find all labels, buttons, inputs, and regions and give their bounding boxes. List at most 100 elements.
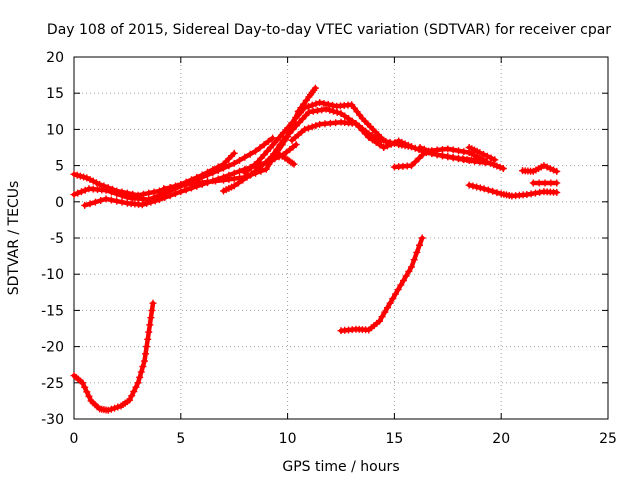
data-point: [174, 182, 182, 190]
data-point: [553, 188, 561, 196]
data-point: [113, 190, 121, 198]
data-point: [114, 403, 122, 411]
data-point: [543, 163, 551, 171]
data-point: [89, 177, 97, 185]
data-point: [553, 167, 561, 175]
x-axis-label: GPS time / hours: [282, 459, 399, 475]
data-point: [386, 138, 394, 146]
y-tick-label: -30: [41, 412, 64, 428]
data-point: [413, 248, 421, 256]
data-point: [531, 189, 539, 197]
y-tick-label: -10: [41, 267, 64, 283]
data-point: [177, 188, 185, 196]
data-point: [286, 129, 294, 137]
data-point: [397, 281, 405, 289]
series-trace-4: [160, 84, 319, 193]
data-point: [79, 379, 87, 387]
data-point: [469, 151, 477, 159]
data-point: [312, 122, 320, 130]
data-point: [478, 155, 486, 163]
data-point: [118, 192, 126, 200]
data-point: [541, 179, 549, 187]
series-trace-15: [70, 299, 157, 414]
data-point: [167, 184, 175, 192]
data-point: [220, 176, 228, 184]
series-trace-7: [267, 105, 415, 162]
data-point: [473, 183, 481, 191]
data-point: [490, 161, 498, 169]
data-point: [147, 314, 155, 322]
data-point: [113, 197, 121, 205]
data-point: [493, 162, 501, 170]
data-point: [540, 162, 548, 170]
data-point: [523, 191, 531, 199]
data-point: [316, 99, 324, 107]
data-point: [243, 173, 251, 181]
data-point: [96, 180, 104, 188]
data-point: [415, 154, 423, 162]
data-point: [134, 379, 142, 387]
data-point: [372, 138, 380, 146]
data-point: [118, 198, 126, 206]
data-point: [449, 153, 457, 161]
data-point: [302, 111, 310, 119]
data-point: [308, 101, 316, 109]
data-point: [209, 169, 217, 177]
data-point: [496, 163, 504, 171]
data-point: [299, 115, 307, 123]
data-point: [204, 178, 211, 186]
data-point: [198, 173, 206, 181]
x-tick-label: 25: [599, 431, 617, 447]
x-tick-label: 10: [279, 431, 297, 447]
data-point: [83, 388, 91, 396]
data-point: [382, 137, 390, 145]
data-point: [146, 321, 154, 329]
data-point: [70, 170, 78, 178]
data-point: [410, 256, 418, 264]
data-point: [256, 144, 264, 152]
data-point: [411, 144, 419, 152]
series-trace-14: [529, 179, 561, 187]
data-point: [290, 160, 298, 168]
data-point: [263, 147, 271, 155]
data-point: [284, 124, 292, 132]
data-point: [394, 286, 402, 294]
data-point: [449, 146, 457, 154]
y-tick-label: 5: [55, 159, 64, 175]
data-point: [484, 186, 492, 194]
data-point: [476, 184, 484, 192]
data-point: [527, 190, 535, 198]
data-point: [433, 151, 441, 159]
data-point: [341, 112, 349, 120]
data-point: [247, 170, 255, 178]
data-point: [333, 108, 341, 116]
data-point: [230, 149, 238, 157]
data-point: [251, 167, 259, 175]
data-point: [149, 299, 157, 307]
data-point: [145, 189, 153, 197]
data-point: [405, 267, 413, 275]
data-point: [187, 180, 195, 188]
data-point: [288, 119, 296, 127]
data-point: [142, 350, 150, 358]
data-point: [380, 144, 388, 151]
data-point: [553, 179, 561, 187]
data-point: [259, 161, 267, 169]
data-point: [275, 134, 283, 142]
y-tick-label: -20: [41, 340, 64, 356]
data-point: [128, 392, 136, 400]
data-point: [77, 188, 85, 196]
data-point: [288, 159, 296, 167]
data-series: [70, 84, 561, 414]
data-point: [252, 147, 260, 155]
data-point: [460, 148, 468, 156]
data-point: [292, 114, 300, 122]
data-point: [81, 186, 89, 194]
data-point: [70, 191, 78, 199]
data-point: [246, 150, 254, 158]
data-point: [416, 144, 424, 151]
data-point: [371, 133, 379, 141]
y-tick-label: 10: [46, 122, 64, 138]
data-point: [386, 299, 394, 307]
data-point: [276, 141, 284, 149]
